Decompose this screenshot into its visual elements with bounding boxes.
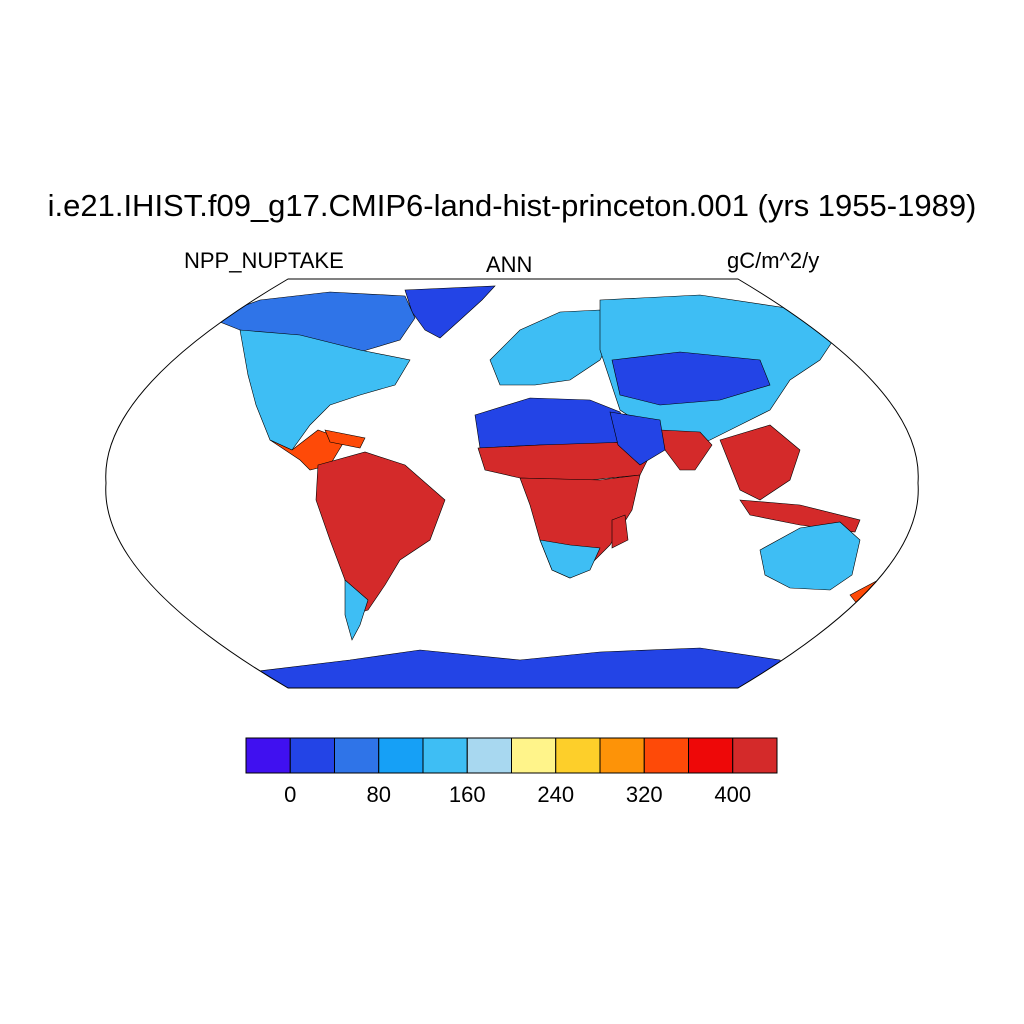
colorbar-swatch: [466, 737, 512, 774]
southeast-asia-region: [719, 424, 801, 501]
colorbar: [245, 737, 778, 774]
central-asia-desert-region: [611, 351, 771, 406]
madagascar-region: [611, 514, 629, 549]
australia-region: [759, 521, 861, 591]
colorbar-tick-label: 320: [625, 782, 663, 807]
colorbar-swatch: [378, 737, 424, 774]
colorbar-swatch: [555, 737, 601, 774]
greenland-region: [404, 285, 496, 339]
season-label: ANN: [486, 252, 533, 277]
colorbar-tick-label: 400: [714, 782, 752, 807]
colorbar-swatch: [245, 737, 291, 774]
colorbar-tick-label: 0: [284, 782, 297, 807]
colorbar-swatch: [334, 737, 380, 774]
colorbar-labels: 0 80 160 240 320 400: [0, 782, 1024, 812]
arabia-region: [609, 411, 666, 466]
colorbar-tick-label: 160: [448, 782, 486, 807]
southern-africa-region: [539, 539, 601, 579]
colorbar-swatch: [599, 737, 645, 774]
colorbar-swatch: [422, 737, 468, 774]
colorbar-swatch: [289, 737, 335, 774]
south-america-region: [315, 451, 446, 616]
antarctica-region: [244, 647, 791, 688]
units-label: gC/m^2/y: [727, 248, 820, 273]
colorbar-swatch: [732, 737, 778, 774]
variable-label: NPP_NUPTAKE: [184, 248, 344, 273]
plot-title: i.e21.IHIST.f09_g17.CMIP6-land-hist-prin…: [47, 188, 977, 223]
south-america-south-region: [344, 579, 369, 641]
colorbar-swatch: [688, 737, 734, 774]
map-outline: [105, 278, 919, 689]
colorbar-tick-label: 240: [537, 782, 575, 807]
colorbar-tick-label: 80: [366, 782, 391, 807]
north-america-region: [239, 329, 411, 451]
colorbar-swatch: [643, 737, 689, 774]
colorbar-swatch: [511, 737, 557, 774]
caribbean-region: [324, 429, 366, 449]
central-america-region: [269, 429, 346, 471]
land-regions: [209, 285, 889, 688]
